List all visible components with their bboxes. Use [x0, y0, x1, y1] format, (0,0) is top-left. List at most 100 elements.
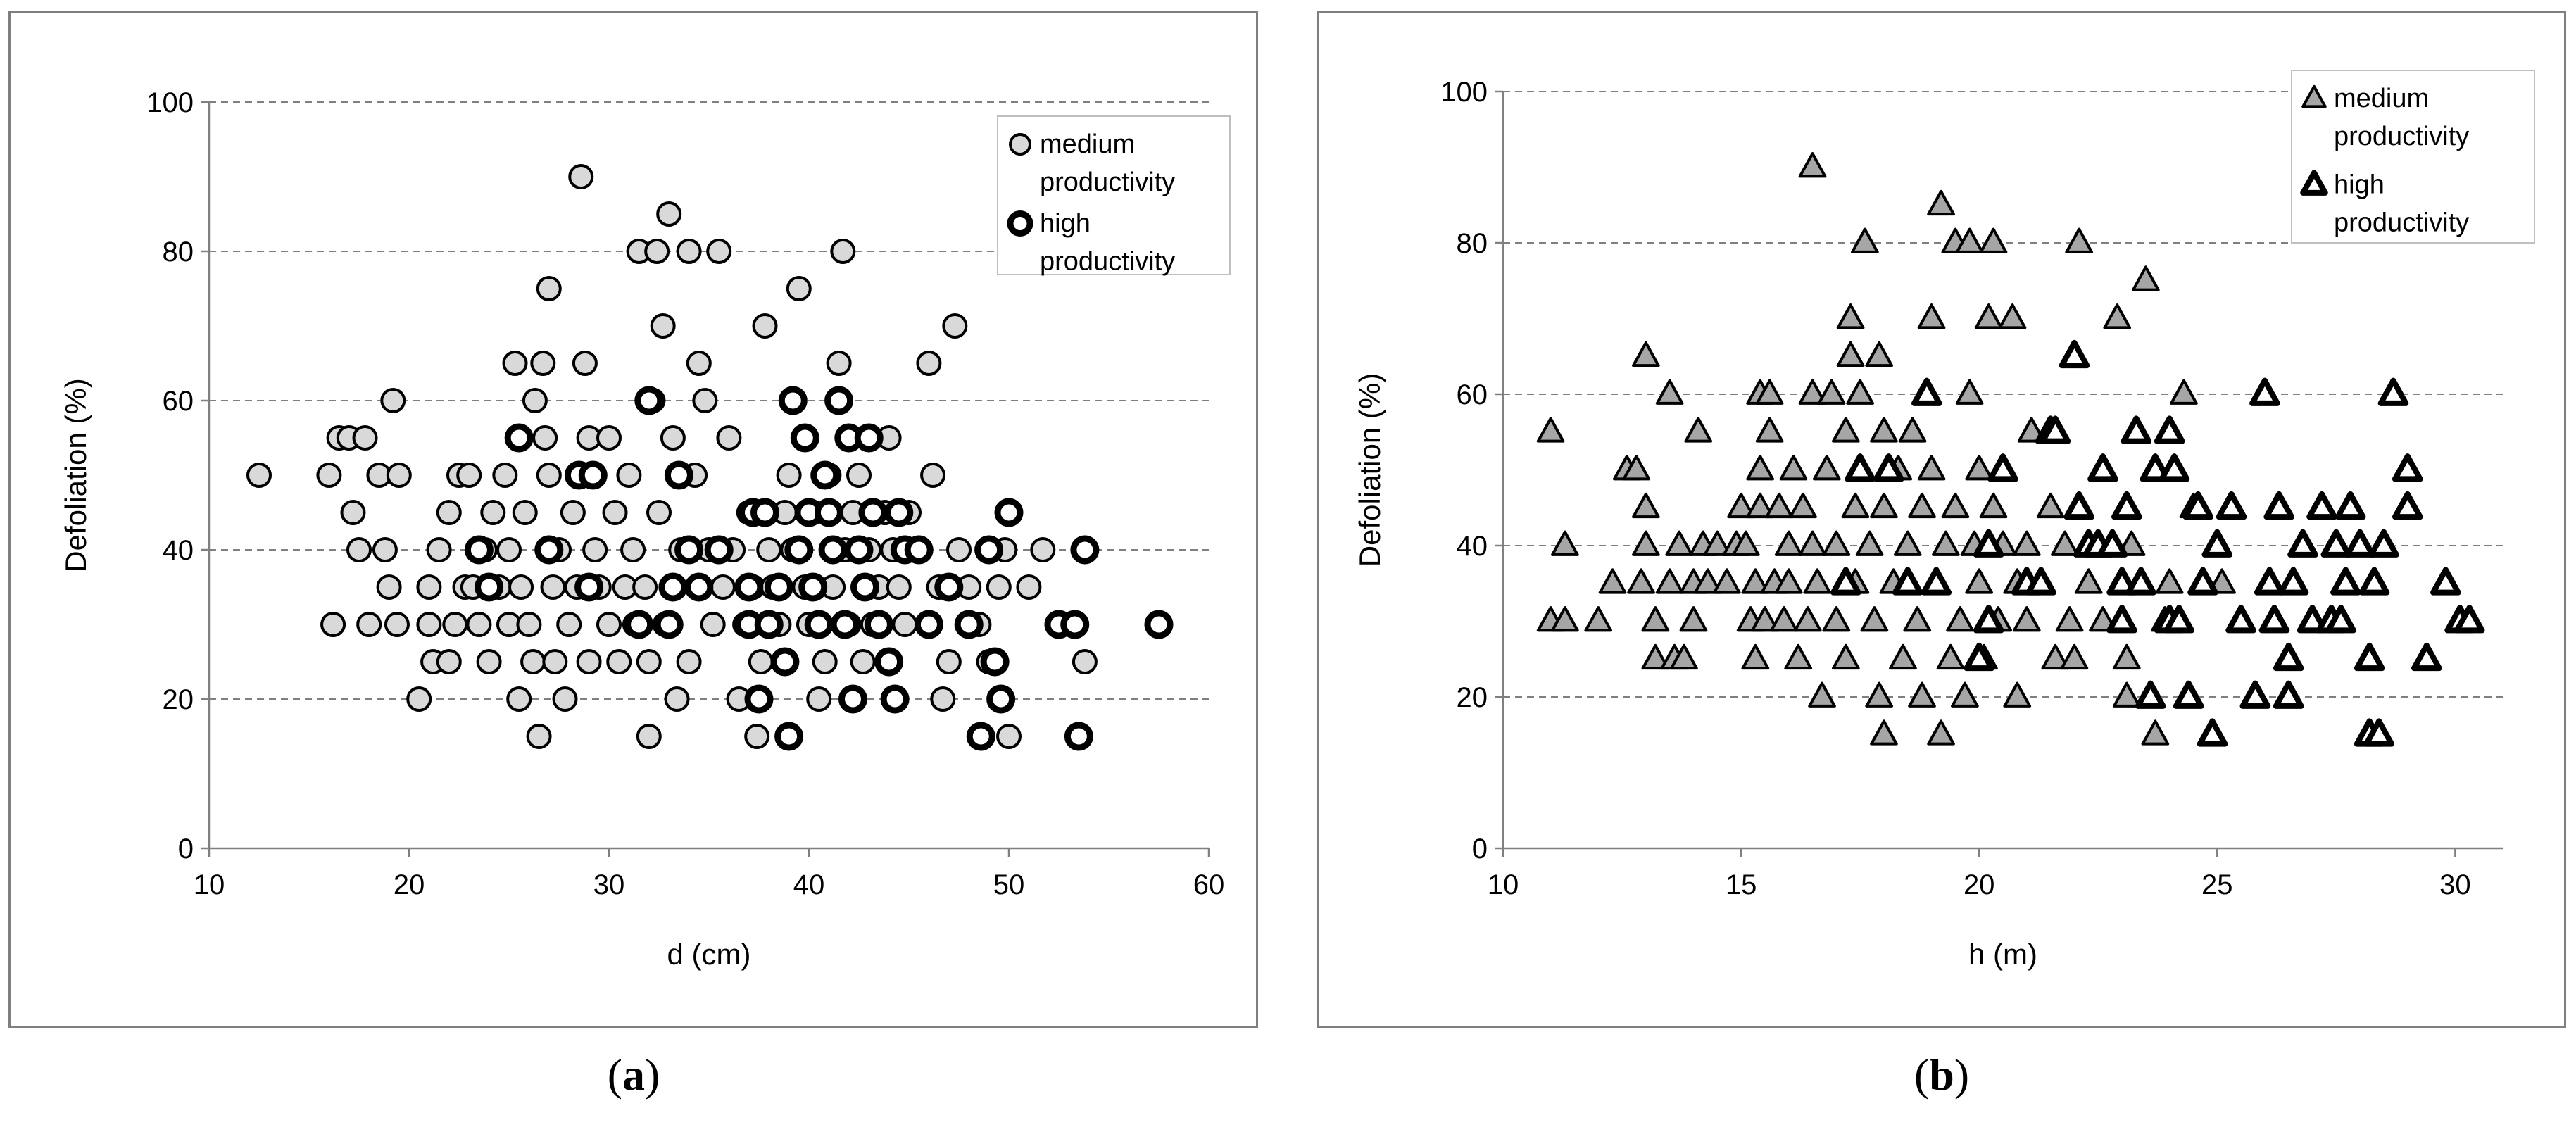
- medium-productivity-point: [1817, 379, 1846, 405]
- medium-productivity-point: [2051, 530, 2079, 556]
- high-productivity-point: [674, 535, 704, 565]
- y-tick-label-a: 40: [163, 535, 194, 566]
- legend-label-a-high: high productivity: [1040, 209, 1175, 277]
- medium-productivity-point: [520, 649, 546, 674]
- high-productivity-point: [2306, 491, 2337, 520]
- y-tick-label-b: 0: [1472, 834, 1488, 864]
- x-tick-label-b: 20: [1964, 869, 1995, 900]
- high-productivity-point: [2182, 491, 2214, 520]
- high-productivity-point: [880, 684, 910, 714]
- series-a-high: [464, 386, 1174, 751]
- medium-productivity-point: [356, 612, 382, 637]
- medium-productivity-point: [1846, 379, 1874, 405]
- medium-productivity-point: [632, 574, 658, 600]
- medium-productivity-point: [1979, 227, 2008, 253]
- medium-productivity-point: [1765, 492, 1794, 519]
- medium-productivity-point: [1641, 606, 1670, 632]
- high-productivity-point: [2263, 491, 2295, 520]
- high-productivity-point: [1973, 605, 2004, 634]
- high-productivity-point: [2273, 680, 2304, 709]
- medium-productivity-point: [576, 649, 602, 674]
- series-b-medium: [1536, 152, 2236, 746]
- medium-productivity-point: [946, 537, 972, 562]
- high-productivity-point: [1873, 453, 1904, 482]
- medium-productivity-point: [1741, 568, 1770, 594]
- x-tick-label-a: 20: [394, 869, 425, 900]
- medium-productivity-point: [1927, 719, 1955, 746]
- medium-productivity-point: [436, 500, 462, 525]
- medium-productivity-point: [536, 276, 562, 301]
- medium-productivity-point: [526, 724, 552, 749]
- high-productivity-point: [2454, 605, 2485, 634]
- medium-productivity-point: [596, 612, 622, 637]
- medium-productivity-point: [1641, 643, 1670, 670]
- medium-productivity-point: [636, 649, 662, 674]
- medium-productivity-point: [646, 500, 672, 525]
- high-productivity-point: [2249, 377, 2280, 406]
- caption-b-open: (: [1914, 1050, 1930, 1100]
- high-productivity-point: [1845, 453, 1876, 482]
- medium-productivity-point: [1951, 681, 1979, 708]
- high-productivity-point: [634, 386, 664, 415]
- high-productivity-point: [2225, 605, 2256, 634]
- medium-productivity-point: [1770, 606, 1798, 632]
- medium-productivity-point: [756, 537, 782, 562]
- high-productivity-point: [2392, 453, 2423, 482]
- high-productivity-point: [2354, 642, 2385, 672]
- medium-productivity-point: [2074, 568, 2103, 594]
- medium-productivity-point: [582, 537, 608, 562]
- high-productivity-point: [2411, 642, 2442, 672]
- medium-productivity-point: [1946, 606, 1974, 632]
- medium-productivity-point: [752, 313, 778, 339]
- medium-productivity-point: [710, 574, 736, 600]
- medium-productivity-point: [1917, 303, 1946, 329]
- high-productivity-point: [464, 535, 494, 565]
- medium-productivity-point: [246, 463, 272, 488]
- high-productivity-point: [2025, 567, 2056, 596]
- medium-productivity-point: [1693, 568, 1722, 594]
- medium-productivity-point: [522, 388, 548, 413]
- medium-productivity-point: [1898, 417, 1927, 443]
- medium-productivity-point: [1665, 530, 1694, 556]
- high-productivity-point: [1973, 529, 2004, 558]
- medium-productivity-point: [1836, 341, 1865, 367]
- medium-productivity-point: [2055, 606, 2084, 632]
- medium-productivity-point: [892, 612, 918, 637]
- medium-productivity-point: [786, 276, 812, 301]
- high-productivity-point: [2097, 529, 2128, 558]
- high-productivity-point: [2063, 491, 2095, 520]
- high-productivity-point: [2201, 529, 2233, 558]
- legend-label-b-medium: medium productivity: [2334, 84, 2469, 151]
- x-tick-label-a: 30: [593, 869, 625, 900]
- medium-productivity-point: [806, 686, 832, 712]
- legend-marker-b-high: [2300, 170, 2328, 196]
- high-productivity-point: [1987, 453, 2018, 482]
- high-productivity-point: [2121, 415, 2152, 444]
- medium-productivity-point: [1870, 719, 1898, 746]
- medium-productivity-point: [512, 500, 538, 525]
- medium-productivity-point: [942, 313, 968, 339]
- high-productivity-point: [790, 423, 819, 453]
- high-productivity-point: [994, 498, 1024, 527]
- medium-productivity-point: [1955, 379, 1984, 405]
- high-productivity-point: [798, 572, 828, 602]
- medium-productivity-point: [1955, 227, 1984, 253]
- medium-productivity-point: [616, 463, 642, 488]
- caption-a-letter: a: [622, 1050, 645, 1100]
- high-productivity-point: [2159, 453, 2190, 482]
- medium-productivity-point: [1684, 417, 1713, 443]
- medium-productivity-point: [2012, 530, 2041, 556]
- medium-productivity-point: [572, 351, 598, 376]
- medium-productivity-point: [1803, 568, 1832, 594]
- y-tick-label-b: 80: [1457, 228, 1488, 259]
- medium-productivity-point: [506, 686, 532, 712]
- high-productivity-point: [2287, 529, 2318, 558]
- high-productivity-point: [824, 386, 854, 415]
- medium-productivity-point: [644, 239, 670, 264]
- medium-productivity-point: [1832, 643, 1860, 670]
- medium-productivity-point: [416, 612, 442, 637]
- medium-productivity-point: [1793, 606, 1822, 632]
- y-tick-label-b: 40: [1457, 531, 1488, 562]
- medium-productivity-point: [2017, 417, 2046, 443]
- medium-productivity-point: [1632, 492, 1660, 519]
